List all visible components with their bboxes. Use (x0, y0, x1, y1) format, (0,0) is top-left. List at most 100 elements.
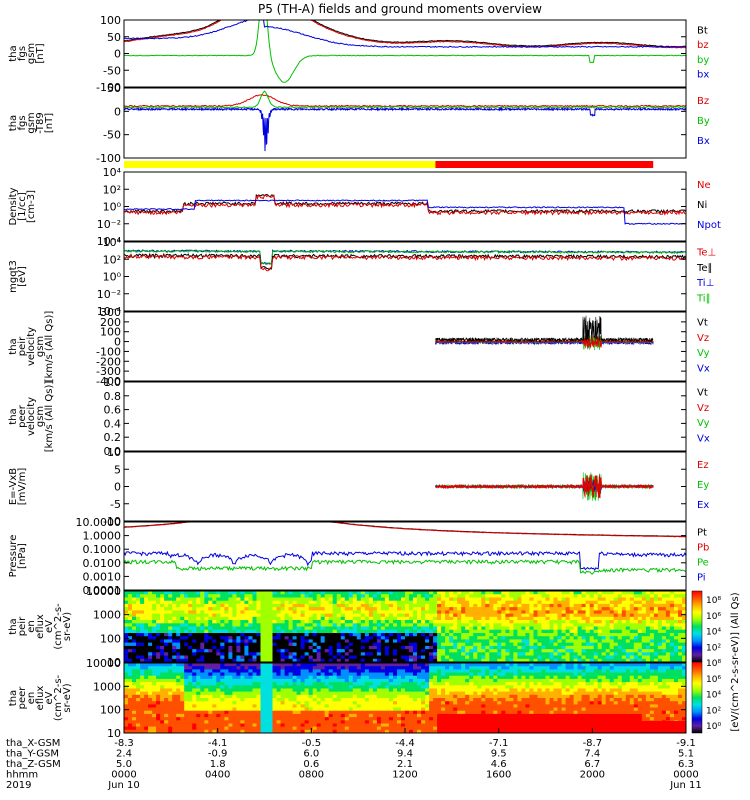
spec-cell (553, 620, 559, 624)
spec-cell (645, 597, 651, 602)
spec-cell (617, 642, 623, 647)
spec-cell (300, 682, 306, 686)
spec-cell (332, 607, 338, 611)
spec-cell (236, 633, 241, 637)
spec-cell (417, 597, 422, 602)
spec-cell (296, 607, 302, 611)
y-axis-label: Pressure (8, 535, 19, 578)
spec-cell (621, 626, 627, 631)
spec-cell (296, 682, 302, 686)
spec-cell (429, 591, 434, 595)
spec-cell (413, 666, 418, 670)
spec-cell (280, 633, 286, 637)
spec-cell (124, 678, 129, 683)
spec-cell (124, 701, 129, 705)
spec-cell (208, 658, 213, 662)
spec-cell (316, 636, 322, 640)
spec-cell (393, 685, 398, 690)
spec-cell (260, 616, 266, 621)
spec-cell (260, 710, 266, 715)
spec-cell (292, 720, 298, 725)
spec-cell (348, 682, 354, 686)
spec-cell (308, 672, 314, 677)
spec-cell (405, 694, 410, 699)
spec-cell (384, 669, 390, 674)
spec-cell (368, 704, 374, 709)
spec-cell (445, 623, 450, 628)
spec-cell (489, 620, 494, 624)
spec-cell (517, 607, 522, 611)
spec-cell (445, 629, 450, 634)
spec-cell (368, 623, 374, 628)
spec-cell (164, 603, 169, 608)
spec-cell (132, 616, 137, 621)
spec-cell (674, 610, 679, 615)
spec-cell (537, 616, 543, 621)
spec-cell (605, 649, 611, 653)
spec-cell (160, 720, 165, 725)
spec-cell (393, 713, 398, 718)
spec-cell (308, 698, 314, 702)
spec-cell (272, 613, 278, 618)
spec-cell (152, 713, 157, 718)
spec-cell (196, 603, 201, 608)
spec-cell (669, 620, 675, 624)
spec-cell (481, 626, 486, 631)
spec-cell (232, 629, 237, 634)
spec-cell (236, 603, 241, 608)
spec-cell (417, 633, 422, 637)
figure-title: P5 (TH-A) fields and ground moments over… (258, 2, 542, 16)
spec-cell (501, 642, 506, 647)
spec-cell (513, 655, 518, 660)
spec-cell (272, 675, 278, 680)
spec-cell (445, 607, 450, 611)
spec-cell (633, 642, 639, 647)
spec-cell (256, 723, 262, 728)
spec-cell (160, 669, 165, 674)
spec-cell (200, 710, 205, 715)
spec-cell (553, 600, 559, 605)
spec-cell (581, 649, 587, 653)
spec-cell (236, 698, 241, 702)
spec-cell (208, 603, 213, 608)
spec-cell (172, 691, 177, 696)
spec-cell (328, 623, 334, 628)
spec-cell (288, 658, 294, 662)
spec-cell (328, 713, 334, 718)
spec-cell (380, 597, 386, 602)
spec-cell (445, 655, 450, 660)
spec-cell (276, 678, 282, 683)
spec-cell (304, 713, 310, 718)
spec-cell (669, 636, 675, 640)
spec-cell (401, 701, 406, 705)
spec-cell (376, 691, 382, 696)
spec-cell (421, 678, 426, 683)
spec-cell (288, 645, 294, 650)
spec-cell (376, 726, 382, 731)
spec-cell (376, 704, 382, 709)
spec-cell (320, 704, 326, 709)
spec-cell (376, 698, 382, 702)
spec-cell (561, 639, 567, 644)
spec-cell (453, 642, 458, 647)
spec-cell (192, 685, 197, 690)
spec-cell (413, 704, 418, 709)
spec-cell (473, 591, 478, 595)
spec-cell (144, 616, 149, 621)
spec-cell (208, 642, 213, 647)
spec-cell (148, 655, 153, 660)
spec-cell (292, 713, 298, 718)
spec-cell (417, 663, 422, 667)
spec-cell (188, 597, 193, 602)
spec-cell (180, 642, 185, 647)
spec-cell (409, 610, 414, 615)
spec-cell (176, 658, 181, 662)
spec-cell (465, 639, 470, 644)
y-axis-label: peer (17, 404, 28, 428)
spec-cell (605, 629, 611, 634)
spec-cell (597, 652, 603, 657)
spec-cell (364, 639, 370, 644)
spec-cell (581, 603, 587, 608)
spec-cell (128, 626, 133, 631)
spec-cell (393, 658, 398, 662)
